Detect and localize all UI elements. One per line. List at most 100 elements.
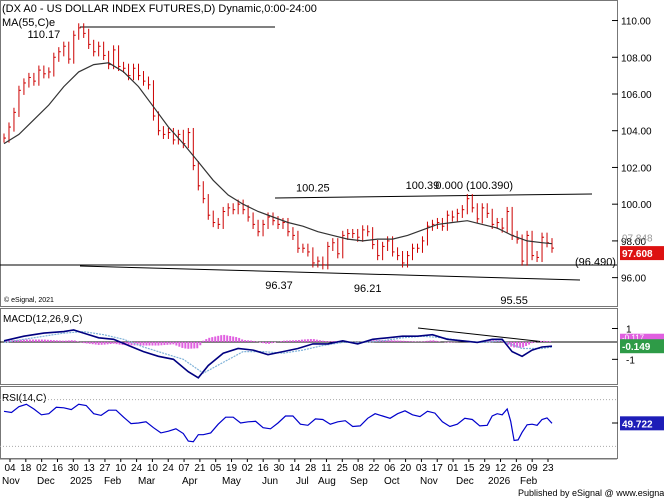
price-annotation: 0.000 (100.390) bbox=[435, 180, 513, 192]
price-annotation: 100.39 bbox=[406, 180, 440, 192]
price-annotations-group: 110.17 100.25 100.390.000 (100.390) 96.37 96… bbox=[27, 29, 616, 307]
macd-tick-label: 1 bbox=[626, 325, 632, 336]
x-month-label: 2026 bbox=[488, 476, 511, 487]
x-tick-label: 19 bbox=[226, 463, 238, 474]
price-annotation: 95.55 bbox=[500, 295, 528, 307]
macd-title: MACD(12,26,9,C) bbox=[3, 314, 82, 325]
x-tick-label: 29 bbox=[479, 463, 491, 474]
x-tick-label: 08 bbox=[353, 463, 365, 474]
macd-tick-label: -1 bbox=[626, 355, 635, 366]
x-tick-label: 01 bbox=[447, 463, 459, 474]
price-annotation: 96.21 bbox=[354, 283, 382, 295]
x-tick-label: 10 bbox=[115, 463, 127, 474]
series-line-ma bbox=[3, 62, 553, 245]
x-month-label: Sep bbox=[350, 476, 368, 487]
x-tick-label: 22 bbox=[368, 463, 380, 474]
x-month-label: Aug bbox=[318, 476, 336, 487]
x-tick-label: 04 bbox=[4, 463, 16, 474]
x-month-label: Feb bbox=[104, 476, 122, 487]
x-tick-label: 02 bbox=[36, 463, 48, 474]
price-annotation: 110.17 bbox=[27, 29, 60, 41]
x-tick-label: 13 bbox=[84, 463, 96, 474]
x-tick-label: 25 bbox=[337, 463, 349, 474]
x-tick-label: 12 bbox=[495, 463, 507, 474]
x-tick-label: 30 bbox=[273, 463, 285, 474]
x-month-label: 2025 bbox=[70, 476, 93, 487]
x-tick-label: 23 bbox=[542, 463, 554, 474]
ma-value-label: 97.848 bbox=[622, 234, 653, 245]
x-month-label: Apr bbox=[182, 476, 198, 487]
x-tick-label: 05 bbox=[210, 463, 222, 474]
macd-trendline bbox=[417, 327, 546, 343]
x-tick-label: 26 bbox=[511, 463, 523, 474]
series-line-macd bbox=[3, 329, 553, 379]
trendline-lower-channel bbox=[79, 265, 581, 281]
publisher-credit: Published by eSignal @ www.esignal.com bbox=[518, 488, 664, 498]
time-x-axis: 04 18 02 16 30 13 27 10 24 10 24 07 21 05 19 02 16 30 14 28… bbox=[0, 458, 617, 487]
rsi-value-box bbox=[620, 416, 664, 431]
x-month-label: Jun bbox=[262, 476, 278, 487]
ma-legend-label: MA(55,C)e bbox=[2, 17, 55, 29]
x-tick-label: 15 bbox=[463, 463, 475, 474]
x-tick-label: 24 bbox=[163, 463, 175, 474]
x-month-label: Dec bbox=[456, 476, 474, 487]
current-price-text: 97.608 bbox=[622, 249, 653, 260]
price-tick-label: 110.00 bbox=[621, 17, 651, 28]
macd-secondary-box bbox=[620, 333, 664, 342]
series-line-rsi bbox=[3, 403, 553, 443]
x-tick-label: 27 bbox=[99, 463, 111, 474]
rsi-series-group bbox=[0, 399, 617, 447]
x-month-label: Mar bbox=[138, 476, 156, 487]
price-y-axis: 110.00 108.00 106.00 104.00 102.00 100.00 98.0… bbox=[612, 17, 652, 285]
current-price-box bbox=[620, 246, 664, 261]
x-tick-label: 06 bbox=[384, 463, 396, 474]
x-tick-label: 10 bbox=[147, 463, 159, 474]
x-tick-label: 21 bbox=[194, 463, 206, 474]
x-tick-label: 16 bbox=[258, 463, 270, 474]
macd-value-text: -0.149 bbox=[622, 342, 651, 353]
macd-secondary-text: -0.117 bbox=[622, 334, 645, 343]
price-tick-label: 98.00 bbox=[621, 237, 646, 248]
x-tick-label: 17 bbox=[432, 463, 444, 474]
price-tick-label: 106.00 bbox=[621, 90, 652, 101]
x-month-label: Dec bbox=[37, 476, 55, 487]
price-tick-label: 100.00 bbox=[621, 200, 652, 211]
price-tick-label: 102.00 bbox=[621, 163, 652, 174]
price-annotation: 100.25 bbox=[296, 183, 330, 195]
x-month-label: Nov bbox=[2, 476, 20, 487]
price-annotation: 96.37 bbox=[265, 280, 293, 292]
x-tick-label: 30 bbox=[68, 463, 80, 474]
panel-frames bbox=[0, 0, 618, 459]
price-tick-label: 108.00 bbox=[621, 53, 652, 64]
x-tick-label: 07 bbox=[178, 463, 190, 474]
x-tick-label: 28 bbox=[305, 463, 317, 474]
x-month-label: Feb bbox=[520, 476, 538, 487]
rsi-value-text: 49.722 bbox=[622, 419, 653, 430]
current-value-boxes: 97.848 97.608 -0.117-0.149 49.722 bbox=[620, 234, 664, 431]
macd-panel-frame bbox=[0, 308, 618, 385]
x-tick-label: 11 bbox=[321, 463, 332, 474]
x-tick-label: 14 bbox=[289, 463, 301, 474]
x-month-label: Oct bbox=[384, 476, 400, 487]
rsi-title: RSI(14,C) bbox=[2, 393, 46, 404]
rsi-panel-frame bbox=[0, 386, 618, 459]
x-tick-label: 20 bbox=[400, 463, 412, 474]
x-tick-label: 03 bbox=[416, 463, 428, 474]
x-month-label: Jul bbox=[296, 476, 309, 487]
trendlines bbox=[0, 26, 617, 343]
price-annotation: (96.490) bbox=[575, 257, 616, 269]
copyright-label: © eSignal, 2021 bbox=[4, 296, 54, 304]
price-series-group bbox=[3, 23, 554, 270]
x-tick-label: 18 bbox=[20, 463, 32, 474]
price-tick-label: 104.00 bbox=[621, 127, 652, 138]
macd-value-box bbox=[620, 339, 664, 354]
trendline-resistance-100 bbox=[274, 193, 593, 199]
macd-y-axis: 1 -1 bbox=[612, 325, 635, 366]
price-tick-label: 96.00 bbox=[621, 274, 646, 285]
x-tick-label: 02 bbox=[242, 463, 254, 474]
x-tick-label: 24 bbox=[131, 463, 143, 474]
chart-title: (DX A0 - US DOLLAR INDEX FUTURES,D) Dyna… bbox=[2, 3, 317, 15]
x-tick-label: 16 bbox=[52, 463, 64, 474]
x-month-label: Nov bbox=[420, 476, 438, 487]
